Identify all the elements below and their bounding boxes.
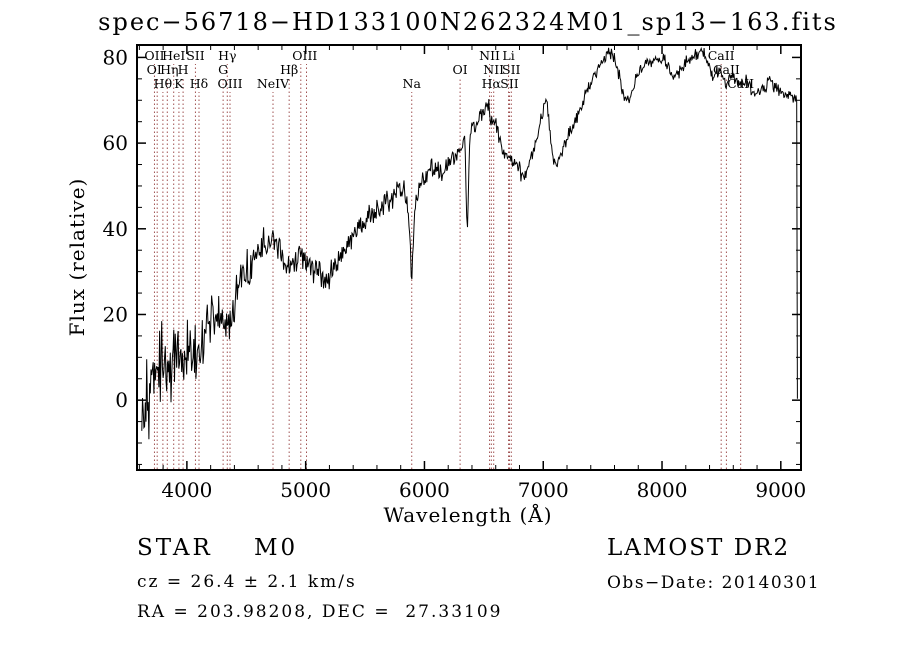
y-tick-label: 80 xyxy=(103,45,128,69)
x-tick-label: 7000 xyxy=(518,478,569,502)
x-axis-label: Wavelength (Å) xyxy=(383,503,553,527)
spectral-line-label: CaII xyxy=(708,48,735,63)
spectral-line-label: SII xyxy=(500,76,519,91)
spectral-line-label: SII xyxy=(186,48,205,63)
spectral-line-label: NeIV xyxy=(257,76,290,91)
obs-date: Obs−Date: 20140301 xyxy=(607,573,821,593)
spectral-line-label: Li xyxy=(502,48,514,63)
spectral-line-label: Na xyxy=(403,76,422,91)
plot-frame xyxy=(136,44,802,471)
y-tick-label: 60 xyxy=(103,131,128,155)
spectral-line-label: HeI xyxy=(162,48,185,63)
spectral-line-label: Hγ xyxy=(218,48,236,63)
spectral-line-label: NII xyxy=(483,62,504,77)
ra-dec-value: RA = 203.98208, DEC = 27.33109 xyxy=(137,602,503,622)
spectral-line-label: G xyxy=(218,62,228,77)
spectral-line-label: OIII xyxy=(292,48,317,63)
spectral-line-label: CaII xyxy=(727,76,754,91)
spectral-line-label: OI xyxy=(147,62,162,77)
x-tick-label: 8000 xyxy=(637,478,688,502)
spectral-line-label: Hη xyxy=(160,62,178,77)
spectral-line-label: K xyxy=(174,76,184,91)
spectrum-trace xyxy=(141,46,798,440)
plot-title: spec−56718−HD133100N262324M01_sp13−163.f… xyxy=(98,8,838,36)
spectral-line-label: Hθ xyxy=(154,76,172,91)
spectral-line-label: CaII xyxy=(713,62,740,77)
object-class-label: STAR M0 xyxy=(137,535,299,561)
x-tick-label: 4000 xyxy=(161,478,212,502)
spectral-line-label: Hδ xyxy=(190,76,208,91)
x-tick-label: 5000 xyxy=(280,478,331,502)
spectral-line-label: Hα xyxy=(482,76,502,91)
y-tick-label: 20 xyxy=(103,302,128,326)
x-tick-label: 9000 xyxy=(755,478,806,502)
cz-value: cz = 26.4 ± 2.1 km/s xyxy=(137,572,357,592)
spectral-line-label: Hβ xyxy=(280,62,298,77)
spectral-line-label: OII xyxy=(144,48,164,63)
spectral-line-label: H xyxy=(178,62,189,77)
x-tick-label: 6000 xyxy=(399,478,450,502)
spectral-line-label: OIII xyxy=(217,76,242,91)
y-tick-label: 40 xyxy=(103,217,128,241)
survey-label: LAMOST DR2 xyxy=(607,535,791,561)
spectral-line-label: SII xyxy=(502,62,521,77)
y-tick-label: 0 xyxy=(115,388,128,412)
spectral-line-label: OI xyxy=(452,62,467,77)
spectral-line-label: NII xyxy=(479,48,500,63)
